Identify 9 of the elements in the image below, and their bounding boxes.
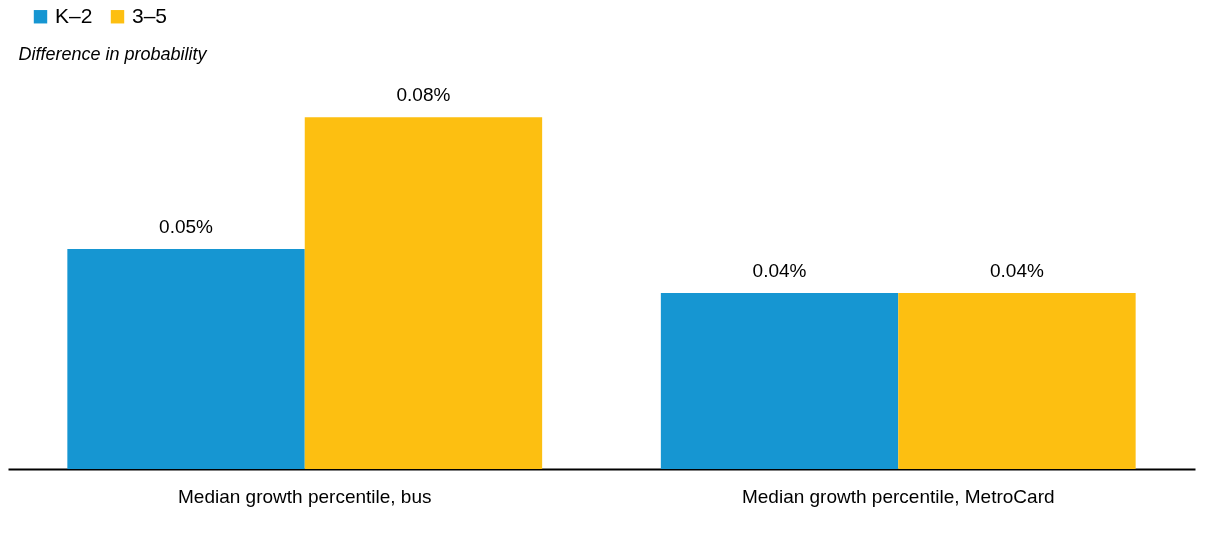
legend-label: K–2 [55, 3, 93, 27]
data-label: 0.05% [159, 216, 214, 238]
data-label: 0.04% [990, 260, 1044, 282]
data-label: 0.08% [396, 84, 451, 106]
x-tick-label: Median growth percentile, MetroCard [741, 485, 1055, 507]
data-label: 0.04% [752, 260, 807, 282]
y-axis-title: Difference in probability [18, 43, 208, 64]
legend-label: 3–5 [132, 3, 168, 27]
x-tick-label: Median growth percentile, bus [178, 485, 432, 507]
